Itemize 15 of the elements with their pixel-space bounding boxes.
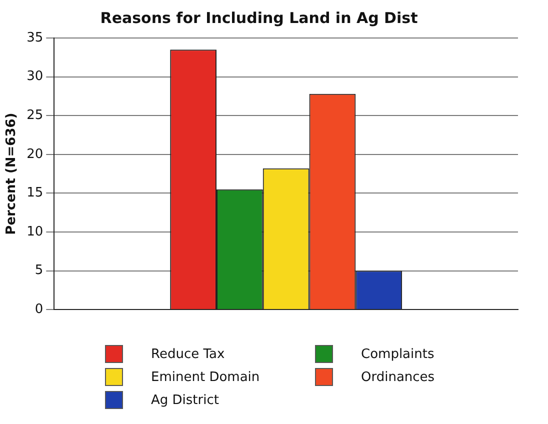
y-tick-label: 25 — [26, 108, 44, 123]
y-tick-label: 0 — [34, 302, 44, 317]
y-tick-label: 30 — [26, 69, 44, 84]
y-tick-label: 35 — [26, 30, 44, 46]
legend-label: Eminent Domain — [151, 370, 260, 384]
y-tick-label: 5 — [34, 263, 44, 278]
y-tick-label: 10 — [26, 224, 44, 240]
chart-title: Reasons for Including Land in Ag Dist — [100, 8, 418, 27]
y-tick-label: 15 — [26, 186, 44, 201]
y-axis-title: Percent (N=636) — [4, 112, 20, 235]
legend-label: Reduce Tax — [151, 346, 225, 362]
legend-label: Ordinances — [361, 370, 435, 384]
legend-label: Complaints — [361, 346, 434, 362]
y-tick-label: 20 — [26, 146, 44, 162]
legend-label: Ag District — [151, 392, 219, 408]
